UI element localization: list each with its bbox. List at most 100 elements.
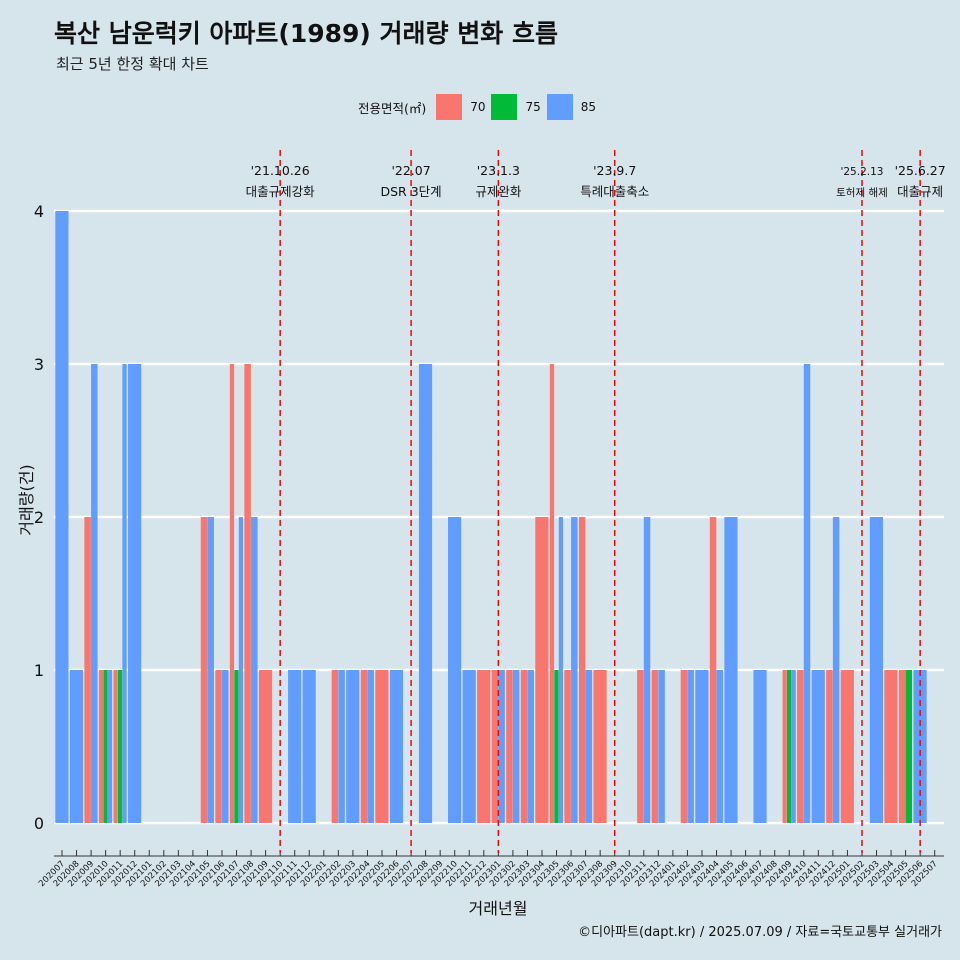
bar-202211-85 [462, 670, 476, 823]
bar-202109-70 [258, 670, 273, 823]
bar-202204-85 [367, 670, 374, 823]
bar-202009-70 [84, 517, 91, 823]
event-label-202207: DSR 3단계 [380, 184, 441, 199]
bar-202307-70 [578, 517, 586, 823]
bar-202503-85 [869, 517, 884, 823]
bar-202202-85 [338, 670, 345, 823]
bar-202306-70 [564, 670, 571, 823]
bar-202202-70 [331, 670, 339, 823]
chart-title: 복산 남운럭키 아파트(1989) 거래량 변화 흐름 [54, 19, 558, 48]
bar-202205-70 [375, 670, 389, 823]
bar-202105-85 [207, 517, 214, 823]
bar-202301-70 [491, 670, 499, 823]
y-tick-label: 0 [34, 814, 44, 833]
bar-202010-75 [103, 670, 108, 823]
bar-202410-70 [797, 670, 804, 823]
bar-202107-70 [229, 364, 235, 823]
bar-202311-70 [637, 670, 644, 823]
bar-202106-70 [215, 670, 222, 823]
legend-swatch-70 [436, 94, 463, 120]
bar-202010-85 [107, 670, 113, 823]
bar-202303-85 [527, 670, 534, 823]
legend-item-75: 75 [491, 94, 541, 120]
bar-202411-85 [811, 670, 825, 823]
bar-202407-85 [753, 670, 767, 823]
bar-202107-85 [238, 517, 244, 823]
bar-202305-70 [549, 364, 555, 823]
bar-202305-75 [554, 670, 559, 823]
y-axis-title: 거래량(건) [17, 464, 36, 535]
event-date-202309: '23.9.7 [593, 163, 636, 178]
event-label-202502: 토허제 해제 [836, 186, 888, 199]
bar-202312-70 [651, 670, 659, 823]
legend-label-70: 70 [470, 100, 486, 114]
y-tick-label: 4 [34, 202, 44, 221]
event-date-202301: '23.1.3 [477, 163, 520, 178]
bar-202303-70 [520, 670, 528, 823]
legend-label-85: 85 [580, 100, 597, 114]
bar-202302-85 [512, 670, 520, 823]
bar-202412-70 [826, 670, 833, 823]
bar-202111-85 [288, 670, 302, 823]
bar-202410-85 [803, 364, 811, 823]
bar-202203-85 [346, 670, 360, 823]
legend-title: 전용면적(㎡) [357, 100, 427, 116]
event-label-202506: 대출규제 [897, 184, 943, 199]
bar-202305-85 [558, 517, 564, 823]
bar-202212-70 [477, 670, 491, 823]
event-date-202110: '21.10.26 [251, 163, 310, 178]
bar-202307-85 [585, 670, 593, 823]
bar-202308-70 [593, 670, 607, 823]
bar-202412-85 [832, 517, 840, 823]
bar-202107-75 [234, 670, 239, 823]
event-label-202309: 특례대출축소 [580, 184, 649, 199]
bar-202108-85 [251, 517, 258, 823]
bar-202008-85 [69, 670, 84, 823]
bar-202405-85 [724, 517, 738, 823]
bar-202012-85 [128, 364, 142, 823]
legend-swatch-75 [491, 94, 518, 120]
bar-202409-75 [787, 670, 792, 823]
event-date-202207: '22.07 [391, 163, 430, 178]
event-label-202301: 규제완화 [475, 184, 522, 199]
bar-202402-85 [687, 670, 694, 823]
bar-202505-75 [905, 670, 913, 823]
bar-202011-85 [122, 364, 127, 823]
bar-202009-85 [91, 364, 98, 823]
bar-202311-85 [643, 517, 651, 823]
bar-202210-85 [448, 517, 462, 823]
legend-item-70: 70 [436, 94, 485, 120]
bar-202404-70 [709, 517, 717, 823]
bar-202506-85 [913, 670, 927, 823]
bar-202501-70 [840, 670, 854, 823]
event-label-202110: 대출규제강화 [246, 184, 316, 199]
bar-202409-70 [782, 670, 787, 823]
bar-202206-85 [389, 670, 404, 823]
bar-202011-70 [113, 670, 118, 823]
bar-202108-70 [244, 364, 251, 823]
bar-202010-70 [98, 670, 104, 823]
bar-202302-70 [506, 670, 513, 823]
bar-202504-70 [884, 670, 898, 823]
bar-202204-70 [360, 670, 368, 823]
x-axis-title: 거래년월 [469, 899, 528, 918]
bar-202007-85 [55, 211, 69, 823]
event-date-202502: '25.2.13 [840, 166, 883, 178]
event-date-202506: '25.6.27 [895, 163, 946, 178]
bar-202208-85 [418, 364, 433, 823]
y-tick-label: 1 [34, 661, 44, 680]
bar-202404-85 [716, 670, 724, 823]
bar-202105-70 [200, 517, 208, 823]
legend-label-75: 75 [525, 100, 541, 114]
bar-202505-70 [898, 670, 906, 823]
bar-202106-85 [222, 670, 229, 823]
y-tick-label: 3 [34, 355, 44, 374]
bar-202403-85 [695, 670, 709, 823]
bar-202304-70 [535, 517, 549, 823]
bar-202112-85 [302, 670, 316, 823]
footer-credit: ©디아파트(dapt.kr) / 2025.07.09 / 자료=국토교통부 실… [578, 925, 942, 940]
bar-202011-75 [117, 670, 123, 823]
legend: 전용면적(㎡) 70 75 85 [0, 93, 960, 121]
bar-202312-85 [658, 670, 665, 823]
